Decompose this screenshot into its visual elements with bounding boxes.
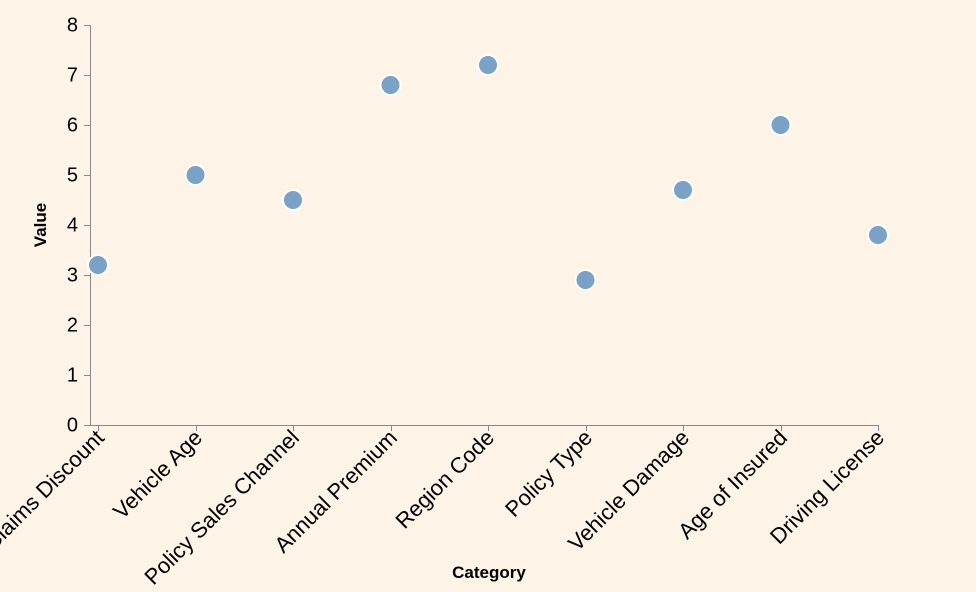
data-point bbox=[184, 164, 207, 186]
y-axis-title: Value bbox=[31, 203, 50, 247]
y-tick-label: 7 bbox=[67, 65, 78, 87]
y-tick-label: 3 bbox=[67, 265, 78, 287]
y-tick-label: 0 bbox=[67, 415, 78, 437]
data-point bbox=[672, 179, 694, 201]
data-points bbox=[87, 54, 889, 291]
data-point bbox=[282, 189, 304, 211]
data-point bbox=[379, 74, 402, 96]
x-axis-title: Category bbox=[452, 563, 526, 582]
x-tick-label: No Claims Discount bbox=[0, 425, 109, 579]
data-point bbox=[87, 254, 109, 276]
y-tick-label: 2 bbox=[67, 315, 78, 337]
y-tick-label: 8 bbox=[67, 15, 78, 37]
x-tick-label: Vehicle Age bbox=[108, 425, 207, 524]
y-axis: 0 1 2 3 4 5 6 7 8 bbox=[67, 15, 91, 437]
data-point bbox=[574, 269, 597, 291]
x-tick-label: Policy Type bbox=[500, 425, 597, 522]
y-tick-label: 4 bbox=[67, 215, 78, 237]
y-tick-label: 1 bbox=[67, 365, 78, 387]
data-point bbox=[477, 54, 499, 76]
x-tick-label: Region Code bbox=[391, 425, 499, 533]
data-point bbox=[769, 114, 792, 136]
y-tick-label: 5 bbox=[67, 165, 78, 187]
data-point bbox=[867, 224, 889, 246]
y-tick-label: 6 bbox=[67, 115, 78, 137]
